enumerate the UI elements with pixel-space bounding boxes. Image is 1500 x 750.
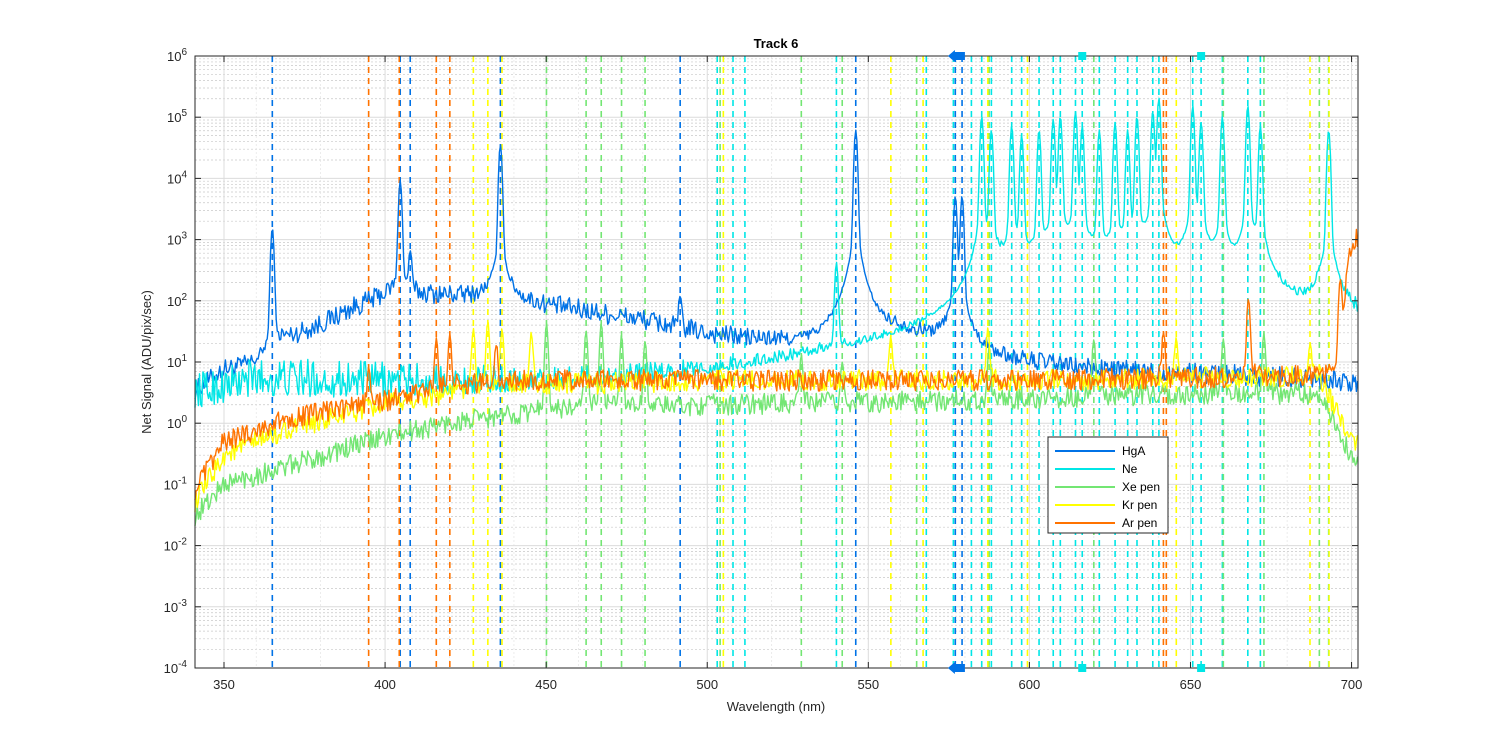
legend: HgA Ne Xe pen Kr pen Ar pen: [1047, 436, 1169, 534]
legend-label: Ne: [1122, 462, 1138, 476]
y-tick-label: 101: [167, 353, 187, 370]
y-tick-label: 10-2: [164, 537, 188, 554]
y-tick-label: 10-3: [164, 598, 188, 615]
x-tick-label: 600: [1019, 677, 1041, 692]
series-line-ar-pen: [194, 228, 1359, 500]
legend-label: Kr pen: [1122, 498, 1157, 512]
x-tick-labels: 350 400 450 500 550 600 650 700: [213, 677, 1362, 692]
y-tick-label: 103: [167, 231, 187, 248]
x-tick-label: 550: [857, 677, 879, 692]
line-marker-square: [1078, 664, 1087, 672]
x-tick-label: 650: [1180, 677, 1202, 692]
legend-box: [1047, 436, 1169, 534]
line-marker-square: [1197, 664, 1206, 672]
reference-lines: [271, 56, 1330, 668]
x-tick-label: 500: [696, 677, 718, 692]
y-tick-label: 105: [167, 108, 187, 125]
legend-label: HgA: [1122, 444, 1145, 458]
y-tick-label: 102: [167, 292, 187, 309]
line-marker-arrow: [947, 662, 955, 674]
series-lines: [194, 97, 1359, 526]
y-axis-label: Net Signal (ADU/pix/sec): [139, 290, 154, 434]
line-marker-square: [1197, 52, 1206, 60]
legend-label: Xe pen: [1122, 480, 1160, 494]
series-line-hga: [194, 129, 1359, 400]
y-tick-label: 100: [167, 414, 187, 431]
y-tick-label: 106: [167, 47, 187, 64]
y-tick-label: 104: [167, 169, 187, 186]
line-marker-bar: [953, 52, 965, 60]
line-marker-arrow: [947, 50, 955, 62]
x-tick-label: 450: [535, 677, 557, 692]
axis-ticks: [195, 55, 1358, 669]
x-tick-label: 350: [213, 677, 235, 692]
series-line-ne: [194, 97, 1359, 408]
line-marker-square: [1078, 52, 1087, 60]
chart-title: Track 6: [754, 36, 799, 51]
line-marker-bar: [953, 664, 965, 672]
x-tick-label: 400: [374, 677, 396, 692]
y-tick-label: 10-1: [164, 475, 188, 492]
x-axis-label: Wavelength (nm): [727, 699, 826, 714]
y-tick-label: 10-4: [164, 659, 188, 676]
line-markers: [947, 50, 1206, 674]
x-tick-label: 700: [1341, 677, 1363, 692]
legend-label: Ar pen: [1122, 516, 1157, 530]
y-tick-labels: 106 105 104 103 102 101 100 10-1 10-2 10-3 10-4: [164, 47, 188, 676]
